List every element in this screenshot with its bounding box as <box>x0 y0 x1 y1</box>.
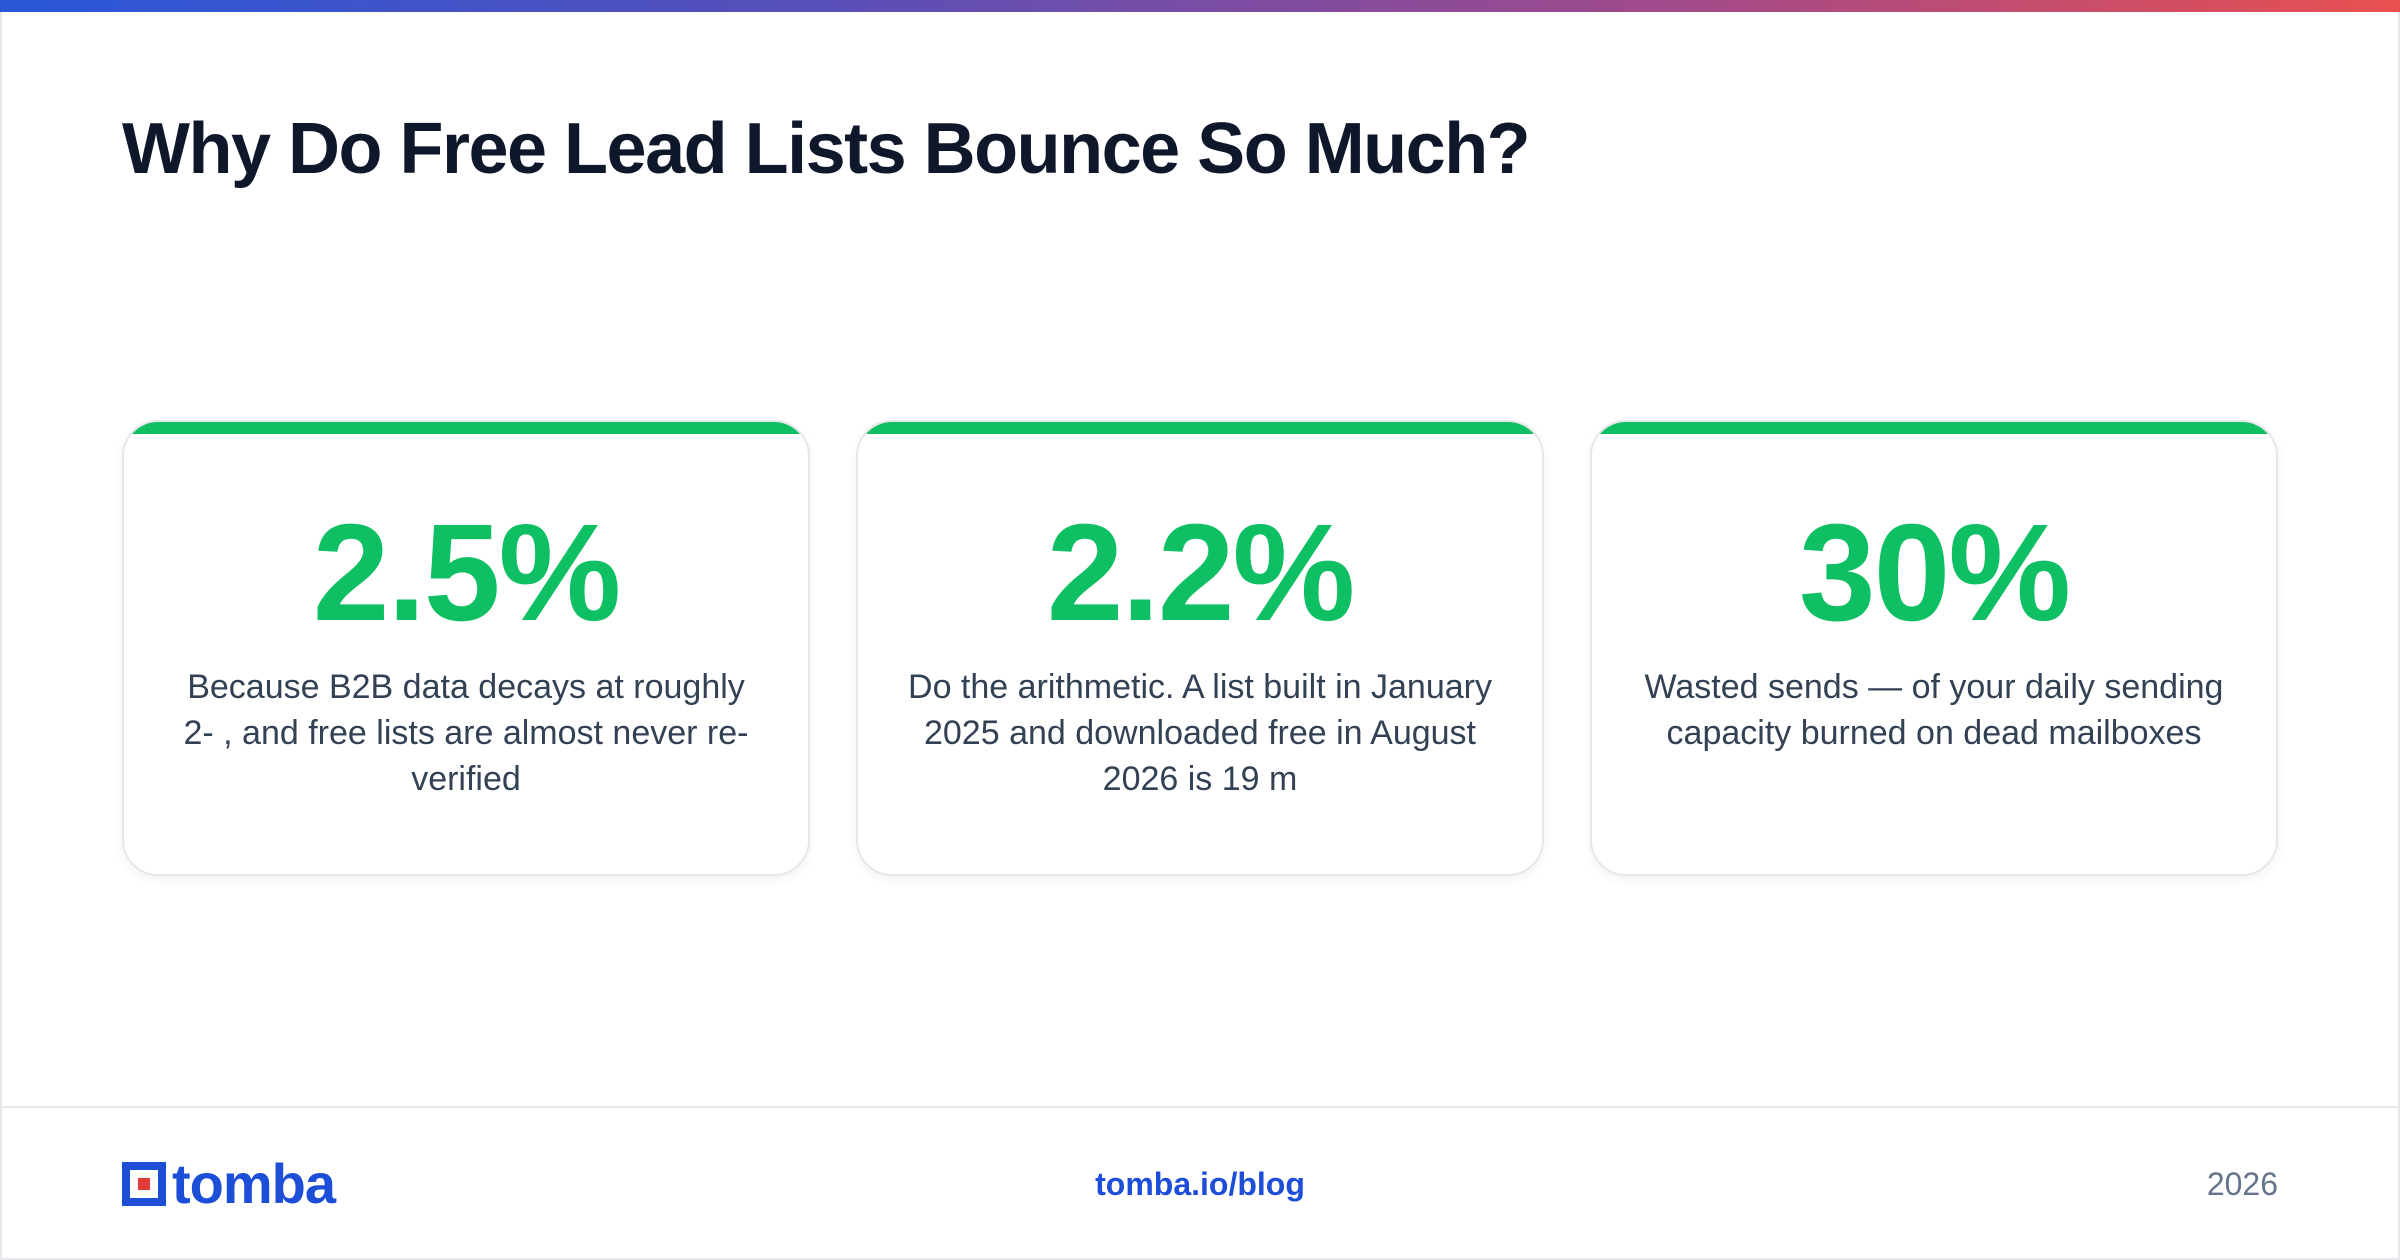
logo-red-square <box>138 1178 150 1190</box>
blog-link[interactable]: tomba.io/blog <box>1095 1166 1305 1202</box>
footer-year: 2026 <box>2206 1166 2278 1202</box>
stat-description: Do the arithmetic. A list built in Janua… <box>908 668 1492 798</box>
stat-value: 30% <box>1798 496 2071 650</box>
stat-description: Wasted sends — of your daily sending cap… <box>1644 668 2224 752</box>
stat-value: 2.5% <box>312 496 622 650</box>
stat-value: 2.2% <box>1046 496 1356 650</box>
card-accent-bar <box>858 422 1542 434</box>
footer-divider <box>0 1106 2400 1108</box>
page-title: Why Do Free Lead Lists Bounce So Much? <box>122 109 1531 189</box>
stat-card-3: 30% Wasted sends — of your daily sending… <box>1590 420 2278 876</box>
stat-cards: 2.5% Because B2B data decays at roughly … <box>122 420 2278 876</box>
card-accent-bar <box>124 422 808 434</box>
tomba-logo-icon <box>122 1162 166 1206</box>
stat-card-1: 2.5% Because B2B data decays at roughly … <box>122 420 810 876</box>
stat-description: Because B2B data decays at roughly 2- , … <box>183 668 749 798</box>
card-accent-bar <box>1592 422 2276 434</box>
tomba-logo[interactable]: tomba <box>122 1152 336 1215</box>
gradient-top-bar <box>0 0 2400 12</box>
logo-wordmark: tomba <box>172 1152 336 1215</box>
stat-card-2: 2.2% Do the arithmetic. A list built in … <box>856 420 1544 876</box>
